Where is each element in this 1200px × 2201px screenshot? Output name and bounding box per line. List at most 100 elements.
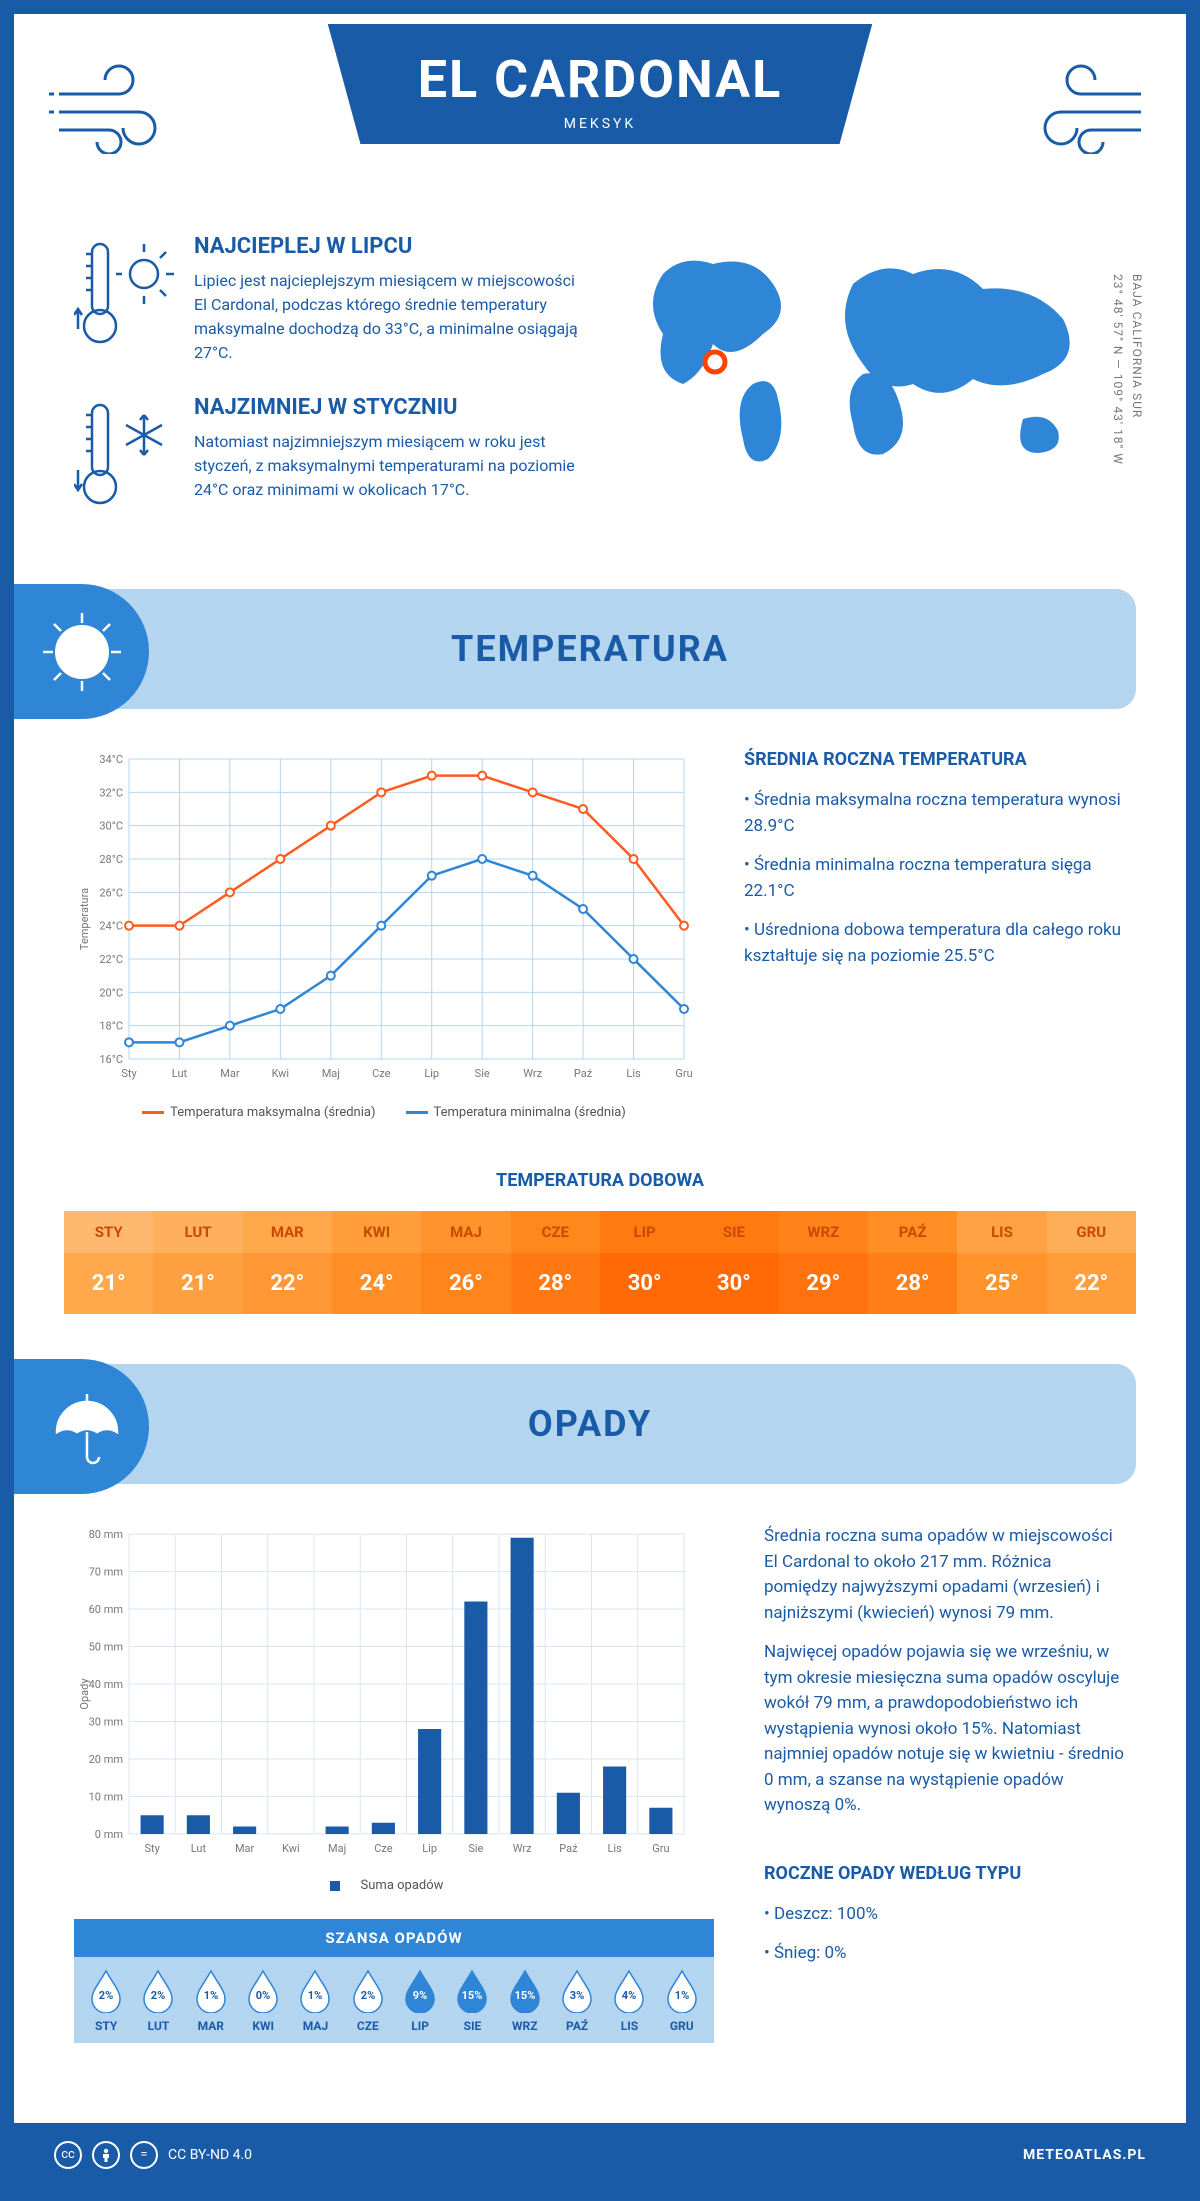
svg-text:20°C: 20°C (99, 986, 123, 999)
temp-table-cell: STY 21° (64, 1211, 153, 1314)
svg-text:Temperatura: Temperatura (78, 888, 91, 950)
svg-text:Lut: Lut (191, 1842, 207, 1855)
svg-text:28°C: 28°C (99, 853, 123, 866)
svg-text:Sty: Sty (144, 1842, 160, 1855)
by-icon (92, 2141, 120, 2169)
precip-para2: Najwięcej opadów pojawia się we wrześniu… (764, 1640, 1126, 1819)
svg-text:Sty: Sty (121, 1067, 137, 1080)
svg-text:10 mm: 10 mm (89, 1791, 123, 1804)
precip-para1: Średnia roczna suma opadów w miejscowośc… (764, 1524, 1126, 1626)
location-subtitle: MEKSYK (418, 116, 782, 132)
temp-table-cell: WRZ 29° (779, 1211, 868, 1314)
svg-text:Mar: Mar (220, 1067, 240, 1080)
thermometer-snow-icon (74, 395, 174, 519)
daily-temp-table: STY 21°LUT 21°MAR 22°KWI 24°MAJ 26°CZE 2… (64, 1211, 1136, 1314)
site-name: METEOATLAS.PL (1023, 2147, 1146, 2163)
svg-text:Paź: Paź (559, 1842, 578, 1855)
rain-chance-cell: 3% PAŹ (551, 1969, 603, 2033)
avg-temp-title: ŚREDNIA ROCZNA TEMPERATURA (744, 749, 1126, 770)
thermometer-sun-icon (74, 234, 174, 365)
svg-text:9%: 9% (413, 1989, 427, 2002)
rain-chance-box: SZANSA OPADÓW 2% STY 2% LUT 1% MAR 0% KW… (74, 1919, 714, 2043)
svg-text:0%: 0% (256, 1989, 270, 2002)
header: EL CARDONAL MEKSYK (14, 14, 1186, 234)
title-banner: EL CARDONAL MEKSYK (328, 24, 872, 144)
temp-table-cell: MAJ 26° (421, 1211, 510, 1314)
section-temperature-bar: TEMPERATURA (14, 589, 1136, 709)
section-temperature-title: TEMPERATURA (144, 628, 1136, 670)
map-column: BAJA CALIFORNIA SUR 23° 48' 57" N — 109°… (620, 234, 1126, 549)
temp-table-cell: LIS 25° (957, 1211, 1046, 1314)
rain-chance-cell: 2% CZE (342, 1969, 394, 2033)
svg-text:1%: 1% (675, 1989, 689, 2002)
footer: cc = CC BY-ND 4.0 METEOATLAS.PL (14, 2123, 1186, 2187)
temperature-chart: 16°C18°C20°C22°C24°C26°C28°C30°C32°C34°C… (74, 749, 694, 1120)
precip-type-title: ROCZNE OPADY WEDŁUG TYPU (764, 1863, 1126, 1884)
daily-temp-title: TEMPERATURA DOBOWA (14, 1170, 1186, 1191)
svg-text:Maj: Maj (322, 1067, 340, 1080)
license: cc = CC BY-ND 4.0 (54, 2141, 252, 2169)
section-precip-title: OPADY (144, 1403, 1136, 1445)
precip-type-bullet: Śnieg: 0% (764, 1941, 1126, 1967)
svg-text:Lis: Lis (626, 1067, 641, 1080)
temp-table-cell: MAR 22° (243, 1211, 332, 1314)
fact-cold-title: NAJZIMNIEJ W STYCZNIU (194, 395, 580, 420)
rain-chance-cell: 2% STY (80, 1969, 132, 2033)
rain-chance-cell: 0% KWI (237, 1969, 289, 2033)
svg-text:1%: 1% (204, 1989, 218, 2002)
facts-column: NAJCIEPLEJ W LIPCU Lipiec jest najcieple… (74, 234, 580, 549)
location-title: EL CARDONAL (418, 49, 782, 110)
precip-content: 0 mm10 mm20 mm30 mm40 mm50 mm60 mm70 mm8… (14, 1484, 1186, 2083)
svg-text:50 mm: 50 mm (89, 1641, 123, 1654)
svg-text:2%: 2% (151, 1989, 165, 2002)
rain-chance-cell: 15% SIE (446, 1969, 498, 2033)
precip-chart: 0 mm10 mm20 mm30 mm40 mm50 mm60 mm70 mm8… (74, 1524, 714, 2043)
coord-latlon: 23° 48' 57" N — 109° 43' 18" W (1111, 274, 1125, 465)
svg-text:40 mm: 40 mm (89, 1678, 123, 1691)
svg-text:Kwi: Kwi (282, 1842, 300, 1855)
temp-table-cell: LUT 21° (153, 1211, 242, 1314)
temp-table-cell: GRU 22° (1047, 1211, 1136, 1314)
section-precip-bar: OPADY (14, 1364, 1136, 1484)
svg-text:4%: 4% (622, 1989, 636, 2002)
temperature-summary: ŚREDNIA ROCZNA TEMPERATURA Średnia maksy… (744, 749, 1126, 1120)
svg-text:80 mm: 80 mm (89, 1528, 123, 1541)
svg-text:16°C: 16°C (99, 1053, 123, 1066)
svg-text:24°C: 24°C (99, 920, 123, 933)
rain-chance-cell: 2% LUT (132, 1969, 184, 2033)
svg-text:60 mm: 60 mm (89, 1603, 123, 1616)
chart-legend: Suma opadów (74, 1868, 714, 1895)
wind-icon (49, 54, 189, 158)
temp-table-cell: KWI 24° (332, 1211, 421, 1314)
coord-region: BAJA CALIFORNIA SUR (1130, 274, 1144, 418)
svg-text:Maj: Maj (328, 1842, 346, 1855)
coordinates: BAJA CALIFORNIA SUR 23° 48' 57" N — 109°… (1108, 274, 1146, 465)
svg-text:Gru: Gru (652, 1842, 669, 1855)
line-chart: 16°C18°C20°C22°C24°C26°C28°C30°C32°C34°C… (74, 749, 694, 1089)
license-text: CC BY-ND 4.0 (168, 2147, 252, 2163)
chart-legend: Temperatura maksymalna (średnia)Temperat… (74, 1093, 694, 1120)
rain-chance-cell: 4% LIS (603, 1969, 655, 2033)
rain-chance-cell: 1% MAR (185, 1969, 237, 2033)
temp-table-cell: SIE 30° (689, 1211, 778, 1314)
svg-text:Lip: Lip (424, 1067, 439, 1080)
wind-icon (1011, 54, 1151, 158)
svg-text:Mar: Mar (235, 1842, 255, 1855)
fact-warm-text: Lipiec jest najcieplejszym miesiącem w m… (194, 269, 580, 365)
temp-bullet: Średnia maksymalna roczna temperatura wy… (744, 788, 1126, 839)
svg-text:Lis: Lis (607, 1842, 622, 1855)
page: EL CARDONAL MEKSYK (0, 0, 1200, 2201)
svg-text:15%: 15% (462, 1989, 483, 2002)
temp-bullet: Średnia minimalna roczna temperatura się… (744, 853, 1126, 904)
svg-text:Lip: Lip (422, 1842, 437, 1855)
precip-summary: Średnia roczna suma opadów w miejscowośc… (764, 1524, 1126, 2043)
rain-chance-cell: 1% GRU (656, 1969, 708, 2033)
svg-text:Lut: Lut (172, 1067, 188, 1080)
fact-cold-text: Natomiast najzimniejszym miesiącem w rok… (194, 430, 580, 502)
fact-warm-title: NAJCIEPLEJ W LIPCU (194, 234, 580, 259)
umbrella-icon (14, 1359, 149, 1494)
svg-text:Cze: Cze (372, 1067, 391, 1080)
cc-icon: cc (54, 2141, 82, 2169)
svg-text:Wrz: Wrz (513, 1842, 532, 1855)
svg-text:Cze: Cze (374, 1842, 393, 1855)
